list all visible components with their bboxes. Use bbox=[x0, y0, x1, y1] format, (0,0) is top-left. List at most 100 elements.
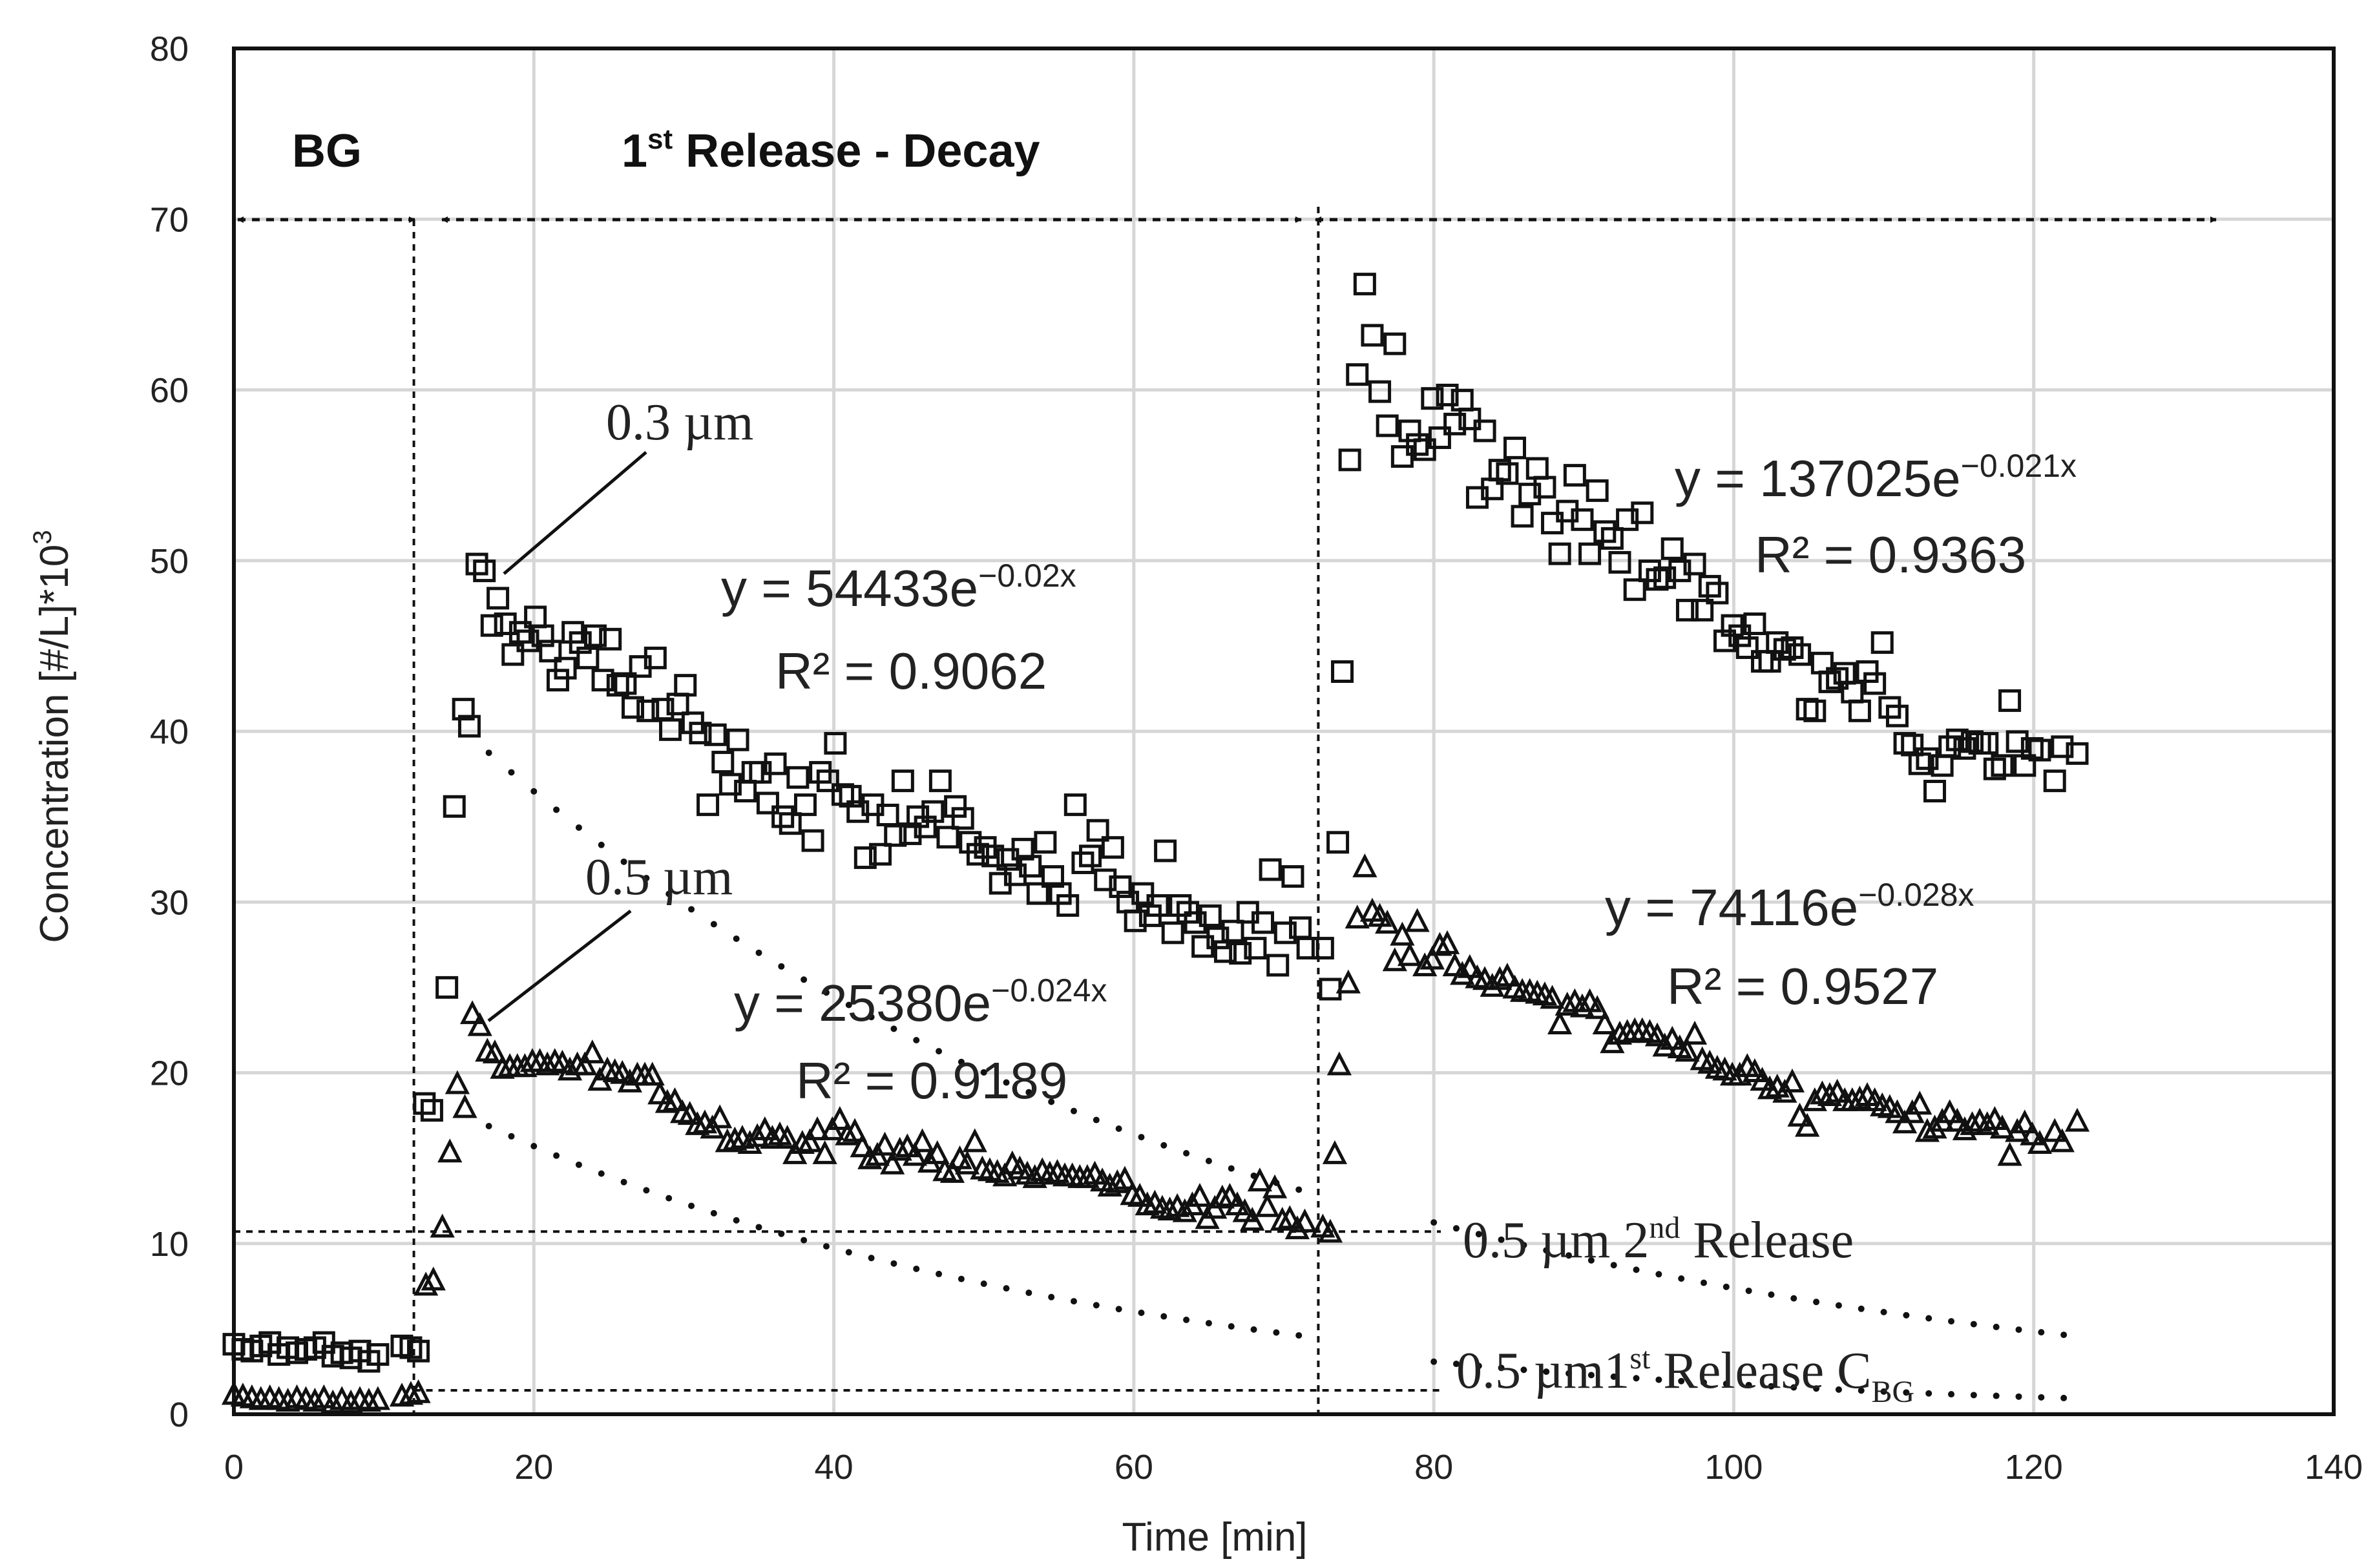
leader-0.3um bbox=[503, 451, 647, 575]
point-0.5um bbox=[414, 1271, 439, 1296]
point-0.3um bbox=[689, 722, 712, 745]
point-0.3um bbox=[1473, 419, 1496, 443]
point-0.5um bbox=[1555, 992, 1580, 1016]
trendline-point bbox=[1115, 1125, 1122, 1133]
point-0.3um bbox=[1458, 407, 1482, 430]
trendline-point bbox=[485, 749, 492, 757]
trendline-point bbox=[688, 1202, 695, 1209]
point-0.5um bbox=[1405, 908, 1430, 932]
point-0.3um bbox=[1885, 704, 1909, 727]
point-0.3um bbox=[1923, 779, 1946, 802]
point-0.3um bbox=[1953, 737, 1976, 760]
trendline-point bbox=[575, 824, 582, 831]
equation-4-exponent: −0.028x bbox=[1858, 877, 1974, 913]
point-0.5um bbox=[1375, 910, 1400, 934]
trendline-point bbox=[1633, 1375, 1640, 1382]
point-0.3um bbox=[1049, 882, 1072, 905]
point-0.5um bbox=[910, 1128, 935, 1153]
point-0.3um bbox=[1361, 324, 1384, 347]
point-0.3um bbox=[1273, 921, 1297, 945]
point-0.3um bbox=[846, 800, 870, 823]
trendline-point bbox=[553, 806, 560, 813]
point-0.5um bbox=[398, 1381, 424, 1405]
trendline-point bbox=[1183, 1316, 1190, 1323]
point-0.3um bbox=[944, 795, 967, 818]
trendline-point bbox=[485, 1123, 492, 1130]
trendline-point bbox=[2015, 1393, 2022, 1400]
trendline-point bbox=[1723, 1380, 1730, 1387]
point-0.3um bbox=[891, 769, 914, 793]
trendline-point bbox=[1678, 1275, 1685, 1282]
point-0.5um bbox=[887, 1136, 912, 1161]
trendline-point bbox=[1048, 1293, 1055, 1301]
trendline-point bbox=[1880, 1388, 1887, 1395]
trendline-point bbox=[913, 1037, 920, 1044]
point-0.5um bbox=[311, 1384, 337, 1408]
point-0.3um bbox=[569, 631, 592, 654]
r2-3: R² = 0.9363 bbox=[1755, 526, 2026, 583]
trendline-point bbox=[1093, 1116, 1100, 1124]
trendline-point bbox=[1993, 1392, 2000, 1399]
trendline-point bbox=[1003, 1285, 1010, 1292]
point-0.5um bbox=[1187, 1182, 1213, 1207]
trendline-point bbox=[1835, 1302, 1842, 1309]
point-0.5um bbox=[895, 1133, 920, 1158]
trendline-point bbox=[1452, 1225, 1460, 1232]
point-0.5um bbox=[365, 1386, 390, 1410]
point-0.5um bbox=[1615, 1019, 1640, 1043]
point-0.3um bbox=[644, 646, 667, 669]
point-0.3um bbox=[1600, 527, 1624, 550]
point-0.3um bbox=[1406, 433, 1429, 456]
plot-border bbox=[232, 47, 2336, 1416]
point-0.3um bbox=[2043, 769, 2066, 793]
point-0.3um bbox=[1428, 426, 1451, 449]
point-0.3um bbox=[1319, 977, 1342, 1001]
point-0.3um bbox=[457, 715, 481, 738]
point-0.3um bbox=[928, 769, 952, 793]
trendline-point bbox=[1768, 1291, 1775, 1298]
trendline-point bbox=[2015, 1326, 2022, 1333]
y-tick-label: 10 bbox=[150, 1225, 189, 1264]
leader-0.5um bbox=[487, 910, 632, 1022]
point-0.5um bbox=[1494, 963, 1520, 987]
point-0.5um bbox=[430, 1213, 455, 1238]
trendline-point bbox=[1948, 1318, 1955, 1325]
point-0.3um bbox=[1071, 851, 1094, 874]
trendline-point bbox=[1790, 1295, 1797, 1302]
point-0.5um bbox=[857, 1145, 883, 1169]
x-tick-label: 60 bbox=[1115, 1448, 1153, 1487]
point-0.5um bbox=[459, 1000, 485, 1025]
point-0.3um bbox=[1976, 731, 1999, 755]
point-0.5um bbox=[421, 1266, 446, 1291]
point-0.5um bbox=[1247, 1167, 1272, 1192]
trendline-point bbox=[890, 1025, 897, 1032]
point-0.3um bbox=[1908, 752, 1931, 775]
point-0.3um bbox=[1660, 537, 1684, 560]
point-0.3um bbox=[1983, 757, 2006, 780]
trendline-point bbox=[1543, 1368, 1550, 1375]
label-0.5um: 0.5 µm bbox=[585, 849, 733, 906]
point-0.5um bbox=[1982, 1106, 2007, 1130]
point-0.5um bbox=[842, 1118, 868, 1142]
trendline-point bbox=[575, 1161, 582, 1168]
point-0.5um bbox=[797, 1128, 822, 1153]
trendline-point bbox=[778, 963, 785, 970]
point-0.3um bbox=[1616, 508, 1639, 531]
point-0.5um bbox=[1390, 921, 1415, 946]
trendline-point bbox=[868, 1014, 875, 1021]
trendline-point bbox=[620, 858, 627, 865]
trendline-point bbox=[553, 1152, 560, 1159]
point-0.5um bbox=[1607, 1020, 1633, 1045]
point-0.3um bbox=[1056, 894, 1080, 917]
trendline-point bbox=[1903, 1389, 1910, 1396]
point-0.5um bbox=[1217, 1182, 1242, 1207]
trendline-point bbox=[778, 1230, 785, 1237]
point-0.3um bbox=[1675, 598, 1699, 622]
trendline-point bbox=[1250, 1326, 1257, 1333]
point-0.5um bbox=[962, 1128, 987, 1153]
point-0.5um bbox=[1547, 1010, 1573, 1035]
trendline-point bbox=[1071, 1107, 1077, 1114]
point-0.3um bbox=[1229, 942, 1252, 965]
trendline-point bbox=[1993, 1323, 2000, 1330]
point-0.5um bbox=[850, 1133, 875, 1158]
